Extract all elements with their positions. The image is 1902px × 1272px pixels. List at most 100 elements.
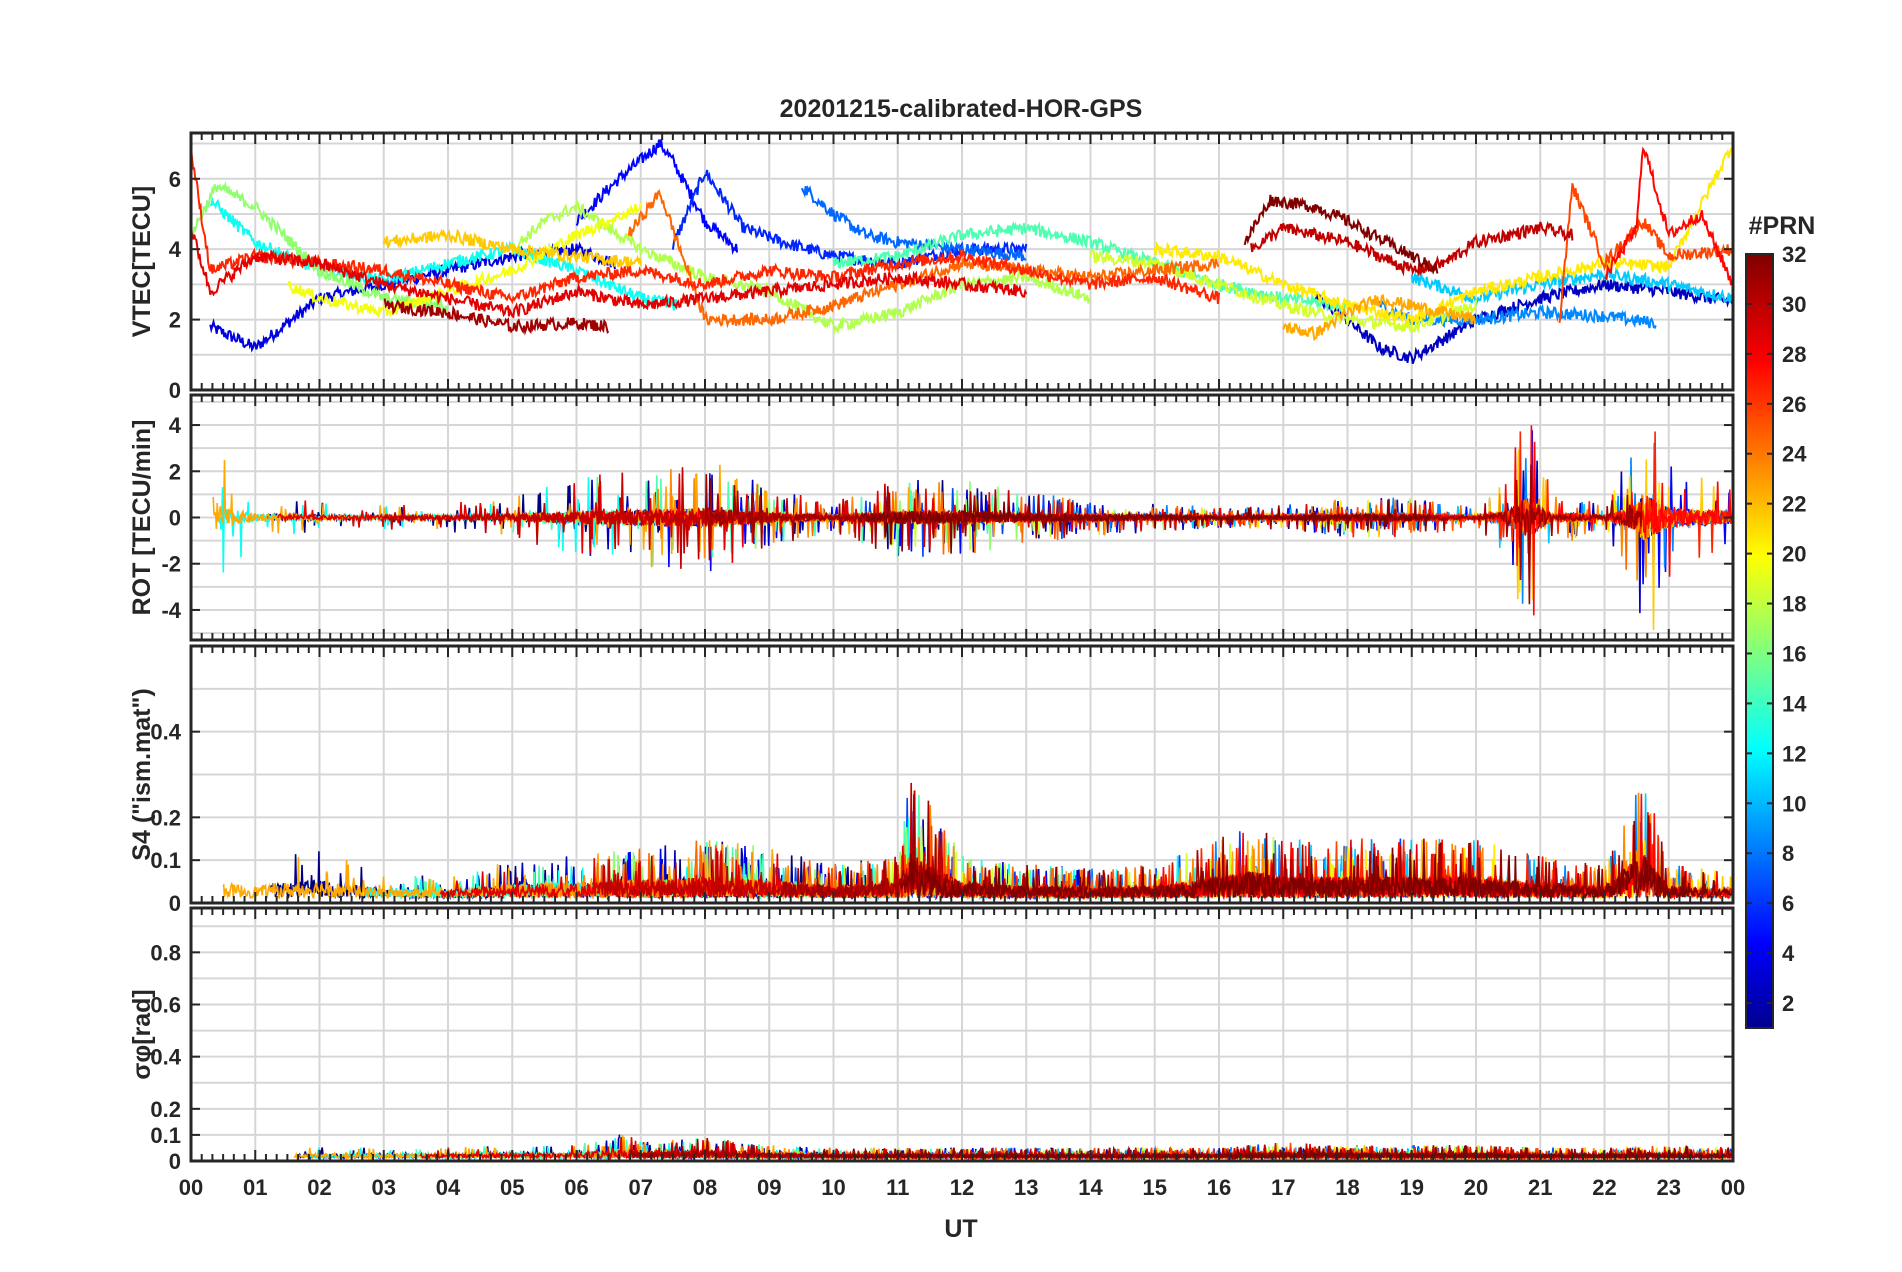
series-prn-22 [382, 228, 642, 271]
x-axis-label: UT [944, 1215, 977, 1243]
sigma_phi-series [293, 1134, 1734, 1162]
rot-ytick-label: 4 [169, 413, 182, 438]
x-tick-label: 14 [1078, 1175, 1103, 1200]
x-tick-label: 20 [1464, 1175, 1488, 1200]
s4-ytick-label: 0.4 [150, 720, 181, 745]
colorbar-tick-label: 10 [1782, 791, 1806, 816]
series-prn-28 [1604, 146, 1734, 286]
series-prn-23 [1282, 293, 1477, 342]
x-tick-label: 21 [1528, 1175, 1552, 1200]
sigma_phi-ytick-label: 0.1 [150, 1123, 181, 1148]
series-prn-6 [671, 169, 1028, 270]
colorbar-tick-label: 30 [1782, 292, 1806, 317]
sigma_phi-series-prn-32 [808, 1145, 1734, 1161]
vtec-ytick-label: 4 [169, 237, 182, 262]
s4-ytick-label: 0.2 [150, 805, 181, 830]
x-tick-label: 19 [1400, 1175, 1424, 1200]
x-tick-labels: 00 01 02 03 04 05 06 07 08 09 10 11 12 13 14 15 16 17 18 19… [179, 1175, 1745, 1200]
colorbar-label: #PRN [1749, 212, 1816, 240]
x-tick-label: 16 [1207, 1175, 1231, 1200]
series-prn-25 [627, 189, 1220, 329]
s4-ticks [190, 646, 1734, 903]
rot-series [212, 425, 1734, 631]
series-prn-31 [383, 298, 610, 336]
x-tick-label: 06 [564, 1175, 588, 1200]
x-tick-label: 03 [372, 1175, 396, 1200]
rot-ticks [190, 395, 1734, 640]
vtec-ylabel: VTEC[TECU] [128, 186, 156, 337]
sigma_phi-grid [190, 908, 1734, 1162]
sigma_phi-ytick-label: 0 [169, 1149, 181, 1174]
colorbar-tick-label: 4 [1782, 941, 1795, 966]
x-tick-label: 00 [179, 1175, 203, 1200]
series-prn-5 [575, 139, 739, 256]
x-tick-label: 22 [1592, 1175, 1616, 1200]
series-prn-26 [1558, 183, 1734, 324]
series-prn-8 [800, 185, 1027, 264]
colorbar-gradient [1745, 253, 1774, 1029]
rot-series-prn-27 [1214, 431, 1734, 566]
sigma_phi-ytick-label: 0.8 [150, 940, 181, 965]
series-prn-11 [1410, 265, 1734, 305]
x-tick-label: 17 [1271, 1175, 1295, 1200]
x-tick-label: 02 [307, 1175, 331, 1200]
colorbar-tick-label: 8 [1782, 841, 1794, 866]
colorbar-tick-label: 32 [1782, 242, 1806, 267]
vtec-series [190, 139, 1734, 364]
s4-ylabel: S4 ("ism.mat") [128, 688, 156, 860]
rot-ytick-label: -2 [161, 552, 181, 577]
x-tick-label: 13 [1014, 1175, 1038, 1200]
colorbar-tick-label: 2 [1782, 991, 1794, 1016]
vtec-ytick-label: 2 [169, 308, 181, 333]
x-tick-label: 07 [629, 1175, 653, 1200]
rot-ytick-label: 2 [169, 459, 181, 484]
colorbar-tick-label: 14 [1782, 691, 1807, 716]
x-tick-label: 10 [821, 1175, 845, 1200]
rot-series-prn-25 [703, 484, 1630, 570]
colorbar-tick-label: 16 [1782, 641, 1806, 666]
x-tick-label: 11 [886, 1175, 909, 1200]
sigma_phi-ytick-label: 0.2 [150, 1097, 181, 1122]
rot-ylabel: ROT [TECU/min] [128, 420, 156, 616]
series-prn-27 [190, 147, 1220, 305]
series-prn-32 [1243, 194, 1439, 275]
x-tick-label: 04 [436, 1175, 461, 1200]
panel-s4: 0 0.1 0.2 0.4S4 ("ism.mat") [128, 644, 1735, 916]
panel-rot: -4 -2 0 2 4 ROT [TECU/min] [128, 393, 1735, 642]
series-prn-21 [1153, 148, 1734, 327]
sigma_phi-ylabel: σφ[rad] [128, 989, 156, 1080]
colorbar-tick-label: 28 [1782, 342, 1806, 367]
s4-ytick-label: 0 [169, 891, 181, 916]
x-tick-label: 01 [243, 1175, 267, 1200]
rot-series-prn-3 [556, 460, 1734, 614]
vtec-ytick-label: 6 [169, 167, 181, 192]
panel-sigma_phi: 00.10.2 0.4 0.6 0.8 σφ[rad] [128, 906, 1735, 1174]
vtec-ticks [190, 133, 1734, 390]
rot-ytick-label: -4 [161, 598, 181, 623]
sigma_phi-ytick-label: 0.6 [150, 993, 181, 1018]
colorbar-tick-label: 20 [1782, 542, 1806, 567]
s4-series-prn-32 [900, 820, 1734, 901]
x-tick-label: 23 [1657, 1175, 1681, 1200]
rot-series-prn-32 [858, 499, 1431, 554]
x-tick-label: 08 [693, 1175, 717, 1200]
colorbar-tick-label: 18 [1782, 592, 1806, 617]
colorbar-tick-label: 22 [1782, 492, 1806, 517]
colorbar-tick-label: 12 [1782, 741, 1806, 766]
x-tick-label: 05 [500, 1175, 524, 1200]
colorbar-tick-label: 6 [1782, 891, 1794, 916]
colorbar-tick-label: 24 [1782, 442, 1807, 467]
panel-vtec: 0 2 4 6 VTEC[TECU] [128, 131, 1735, 403]
series-prn-17 [190, 181, 449, 313]
x-tick-label: 15 [1143, 1175, 1167, 1200]
rot-series-prn-13 [218, 477, 627, 573]
x-tick-label: 18 [1335, 1175, 1359, 1200]
x-tick-label: 12 [950, 1175, 974, 1200]
series-prn-29 [190, 226, 1028, 319]
x-tick-label: 09 [757, 1175, 781, 1200]
sigma_phi-ticks [190, 908, 1734, 1161]
